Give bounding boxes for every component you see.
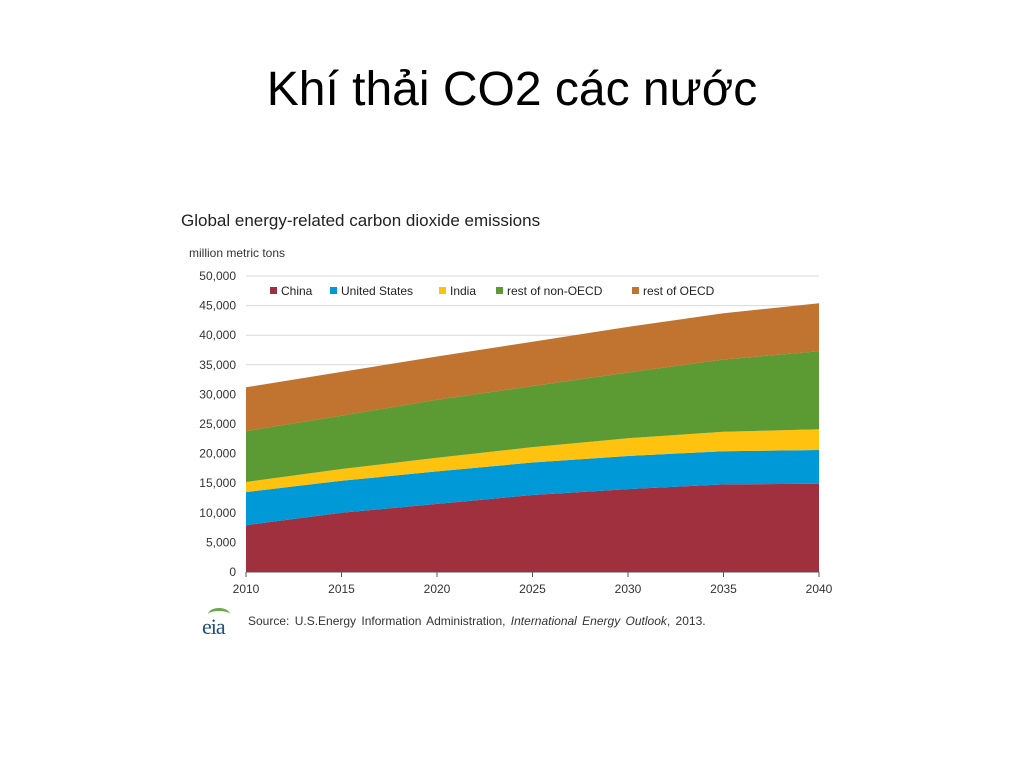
- legend-label: rest of non-OECD: [507, 284, 603, 298]
- y-axis-units-label: million metric tons: [189, 246, 286, 260]
- eia-swoosh-icon: [208, 608, 230, 621]
- y-tick-label: 45,000: [199, 299, 236, 313]
- y-tick-label: 20,000: [199, 447, 236, 461]
- legend-swatch: [330, 287, 337, 294]
- source-suffix: , 2013.: [666, 614, 706, 628]
- x-tick-label: 2035: [710, 582, 737, 596]
- y-tick-label: 30,000: [199, 387, 236, 401]
- source-row: eia Source: U.S.Energy Information Admin…: [200, 606, 706, 639]
- legend: China United States India rest of non-OECD r…: [270, 284, 715, 298]
- x-tick-label: 2010: [233, 582, 260, 596]
- eia-logo: eia: [200, 606, 242, 639]
- legend-swatch: [439, 287, 446, 294]
- axes: 0 5,000 10,000 15,000 20,000 25,000 30,000 35,0…: [199, 269, 832, 596]
- y-tick-label: 25,000: [199, 417, 236, 431]
- y-tick-label: 35,000: [199, 358, 236, 372]
- area-rest-of-non-oecd: [246, 351, 819, 482]
- legend-label: China: [281, 284, 313, 298]
- eia-logo-text: eia: [202, 614, 226, 639]
- x-tick-label: 2025: [519, 582, 546, 596]
- area-india: [246, 429, 819, 493]
- x-tick-label: 2040: [806, 582, 833, 596]
- y-tick-label: 10,000: [199, 506, 236, 520]
- y-tick-label: 0: [229, 565, 236, 579]
- x-tick-label: 2020: [424, 582, 451, 596]
- y-tick-label: 5,000: [206, 535, 236, 549]
- y-tick-label: 50,000: [199, 269, 236, 283]
- source-note: Source: U.S.Energy Information Administr…: [248, 614, 706, 628]
- source-publication: International Energy Outlook: [510, 614, 667, 628]
- area-series: [246, 303, 819, 572]
- x-tick-label: 2030: [615, 582, 642, 596]
- y-tick-label: 40,000: [199, 328, 236, 342]
- legend-label: rest of OECD: [643, 284, 715, 298]
- source-prefix: Source: U.S.Energy Information Administr…: [248, 614, 511, 628]
- legend-swatch: [632, 287, 639, 294]
- legend-swatch: [496, 287, 503, 294]
- slide-title: Khí thải CO2 các nước: [266, 63, 758, 116]
- chart-title: Global energy-related carbon dioxide emi…: [181, 211, 541, 230]
- legend-label: United States: [341, 284, 413, 298]
- area-rest-of-oecd: [246, 303, 819, 432]
- area-united-states: [246, 450, 819, 526]
- y-tick-label: 15,000: [199, 476, 236, 490]
- legend-swatch: [270, 287, 277, 294]
- legend-label: India: [450, 284, 476, 298]
- x-tick-label: 2015: [328, 582, 355, 596]
- area-china: [246, 483, 819, 572]
